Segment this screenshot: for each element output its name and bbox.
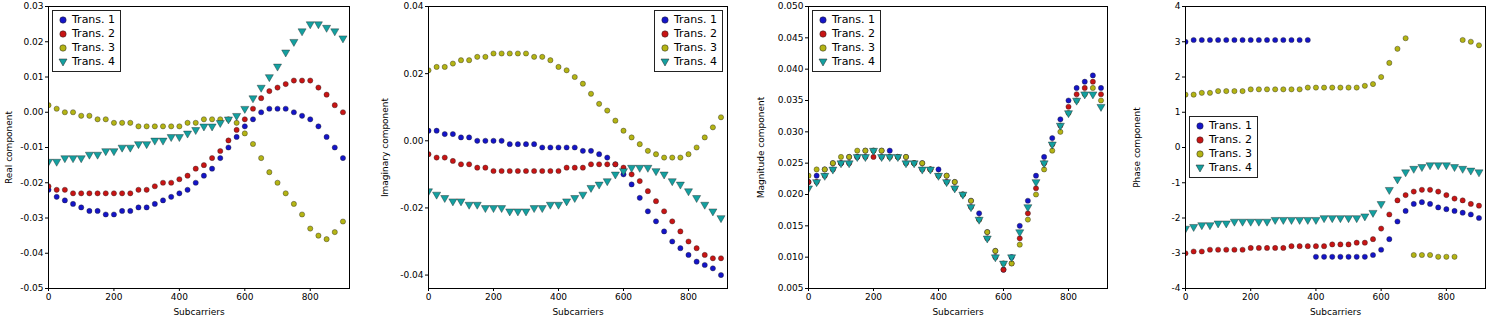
svg-text:400: 400 — [930, 292, 947, 302]
svg-text:Magnitude component: Magnitude component — [756, 96, 766, 198]
svg-text:-0.03: -0.03 — [20, 213, 43, 223]
svg-text:0.010: 0.010 — [778, 252, 804, 262]
svg-text:0.04: 0.04 — [403, 1, 423, 11]
svg-text:0.01: 0.01 — [23, 72, 43, 82]
svg-text:600: 600 — [236, 292, 253, 302]
html-text:Trans. 1: Trans. 1 — [673, 13, 717, 26]
svg-text:-0.02: -0.02 — [20, 178, 43, 188]
svg-text:2: 2 — [1175, 72, 1181, 82]
html-text:Trans. 3: Trans. 3 — [72, 41, 116, 54]
svg-text:200: 200 — [485, 292, 502, 302]
svg-text:200: 200 — [865, 292, 882, 302]
svg-text:Subcarriers: Subcarriers — [173, 307, 225, 316]
html-text:Trans. 1: Trans. 1 — [832, 13, 876, 26]
svg-text:0.02: 0.02 — [403, 69, 423, 79]
html-text:Trans. 3: Trans. 3 — [832, 41, 876, 54]
svg-text:Phase component: Phase component — [1132, 107, 1142, 188]
svg-text:-0.04: -0.04 — [20, 248, 44, 258]
svg-text:800: 800 — [1438, 292, 1455, 302]
svg-text:3: 3 — [1175, 37, 1181, 47]
html-text:Trans. 3: Trans. 3 — [673, 41, 717, 54]
svg-text:-2: -2 — [1172, 213, 1181, 223]
html-text:Trans. 2: Trans. 2 — [673, 27, 717, 40]
html-text:Trans. 4: Trans. 4 — [72, 55, 116, 68]
svg-text:-0.01: -0.01 — [20, 142, 43, 152]
svg-text:200: 200 — [1242, 292, 1259, 302]
svg-text:0.005: 0.005 — [778, 283, 804, 293]
svg-text:-4: -4 — [1172, 283, 1181, 293]
html-text:Trans. 2: Trans. 2 — [1209, 133, 1253, 146]
svg-text:0.015: 0.015 — [778, 221, 804, 231]
svg-text:0.035: 0.035 — [778, 95, 804, 105]
svg-text:0.045: 0.045 — [778, 33, 804, 43]
svg-text:Subcarriers: Subcarriers — [1310, 307, 1362, 316]
html-text:Trans. 2: Trans. 2 — [832, 27, 876, 40]
html-text:Trans. 4: Trans. 4 — [1209, 161, 1253, 174]
html-text:Trans. 1: Trans. 1 — [72, 13, 116, 26]
svg-text:0.050: 0.050 — [778, 1, 804, 11]
html-text:Trans. 1: Trans. 1 — [1209, 119, 1253, 132]
svg-text:0: 0 — [806, 292, 812, 302]
html-text:Trans. 4: Trans. 4 — [673, 55, 717, 68]
svg-text:800: 800 — [1060, 292, 1077, 302]
svg-text:-0.05: -0.05 — [20, 283, 43, 293]
svg-text:600: 600 — [1373, 292, 1390, 302]
html-text:Trans. 4: Trans. 4 — [832, 55, 876, 68]
svg-text:600: 600 — [995, 292, 1012, 302]
html-text:Trans. 3: Trans. 3 — [1209, 147, 1253, 160]
svg-text:400: 400 — [1307, 292, 1324, 302]
svg-text:Imaginary component: Imaginary component — [380, 97, 390, 197]
svg-text:0.025: 0.025 — [778, 158, 804, 168]
svg-text:0: 0 — [1183, 292, 1189, 302]
svg-text:0.030: 0.030 — [778, 127, 804, 137]
svg-text:0.00: 0.00 — [23, 107, 43, 117]
svg-text:Subcarriers: Subcarriers — [552, 307, 604, 316]
svg-text:0.03: 0.03 — [23, 1, 43, 11]
svg-text:0: 0 — [46, 292, 52, 302]
svg-text:200: 200 — [105, 292, 122, 302]
svg-text:Subcarriers: Subcarriers — [932, 307, 984, 316]
svg-text:4: 4 — [1175, 1, 1181, 11]
svg-text:1: 1 — [1175, 107, 1181, 117]
html-text:Trans. 2: Trans. 2 — [72, 27, 116, 40]
svg-text:-1: -1 — [1172, 178, 1181, 188]
svg-text:Real component: Real component — [4, 110, 14, 184]
svg-text:0: 0 — [426, 292, 432, 302]
svg-text:400: 400 — [550, 292, 567, 302]
svg-text:0.02: 0.02 — [23, 37, 43, 47]
svg-text:-0.04: -0.04 — [400, 270, 424, 280]
svg-text:800: 800 — [680, 292, 697, 302]
svg-text:-0.02: -0.02 — [400, 203, 423, 213]
svg-text:0.020: 0.020 — [778, 189, 804, 199]
svg-text:0.00: 0.00 — [403, 136, 423, 146]
svg-text:400: 400 — [171, 292, 188, 302]
svg-text:0: 0 — [1175, 142, 1181, 152]
svg-text:0.040: 0.040 — [778, 64, 804, 74]
svg-text:800: 800 — [302, 292, 319, 302]
svg-text:-3: -3 — [1172, 248, 1181, 258]
svg-text:600: 600 — [615, 292, 632, 302]
